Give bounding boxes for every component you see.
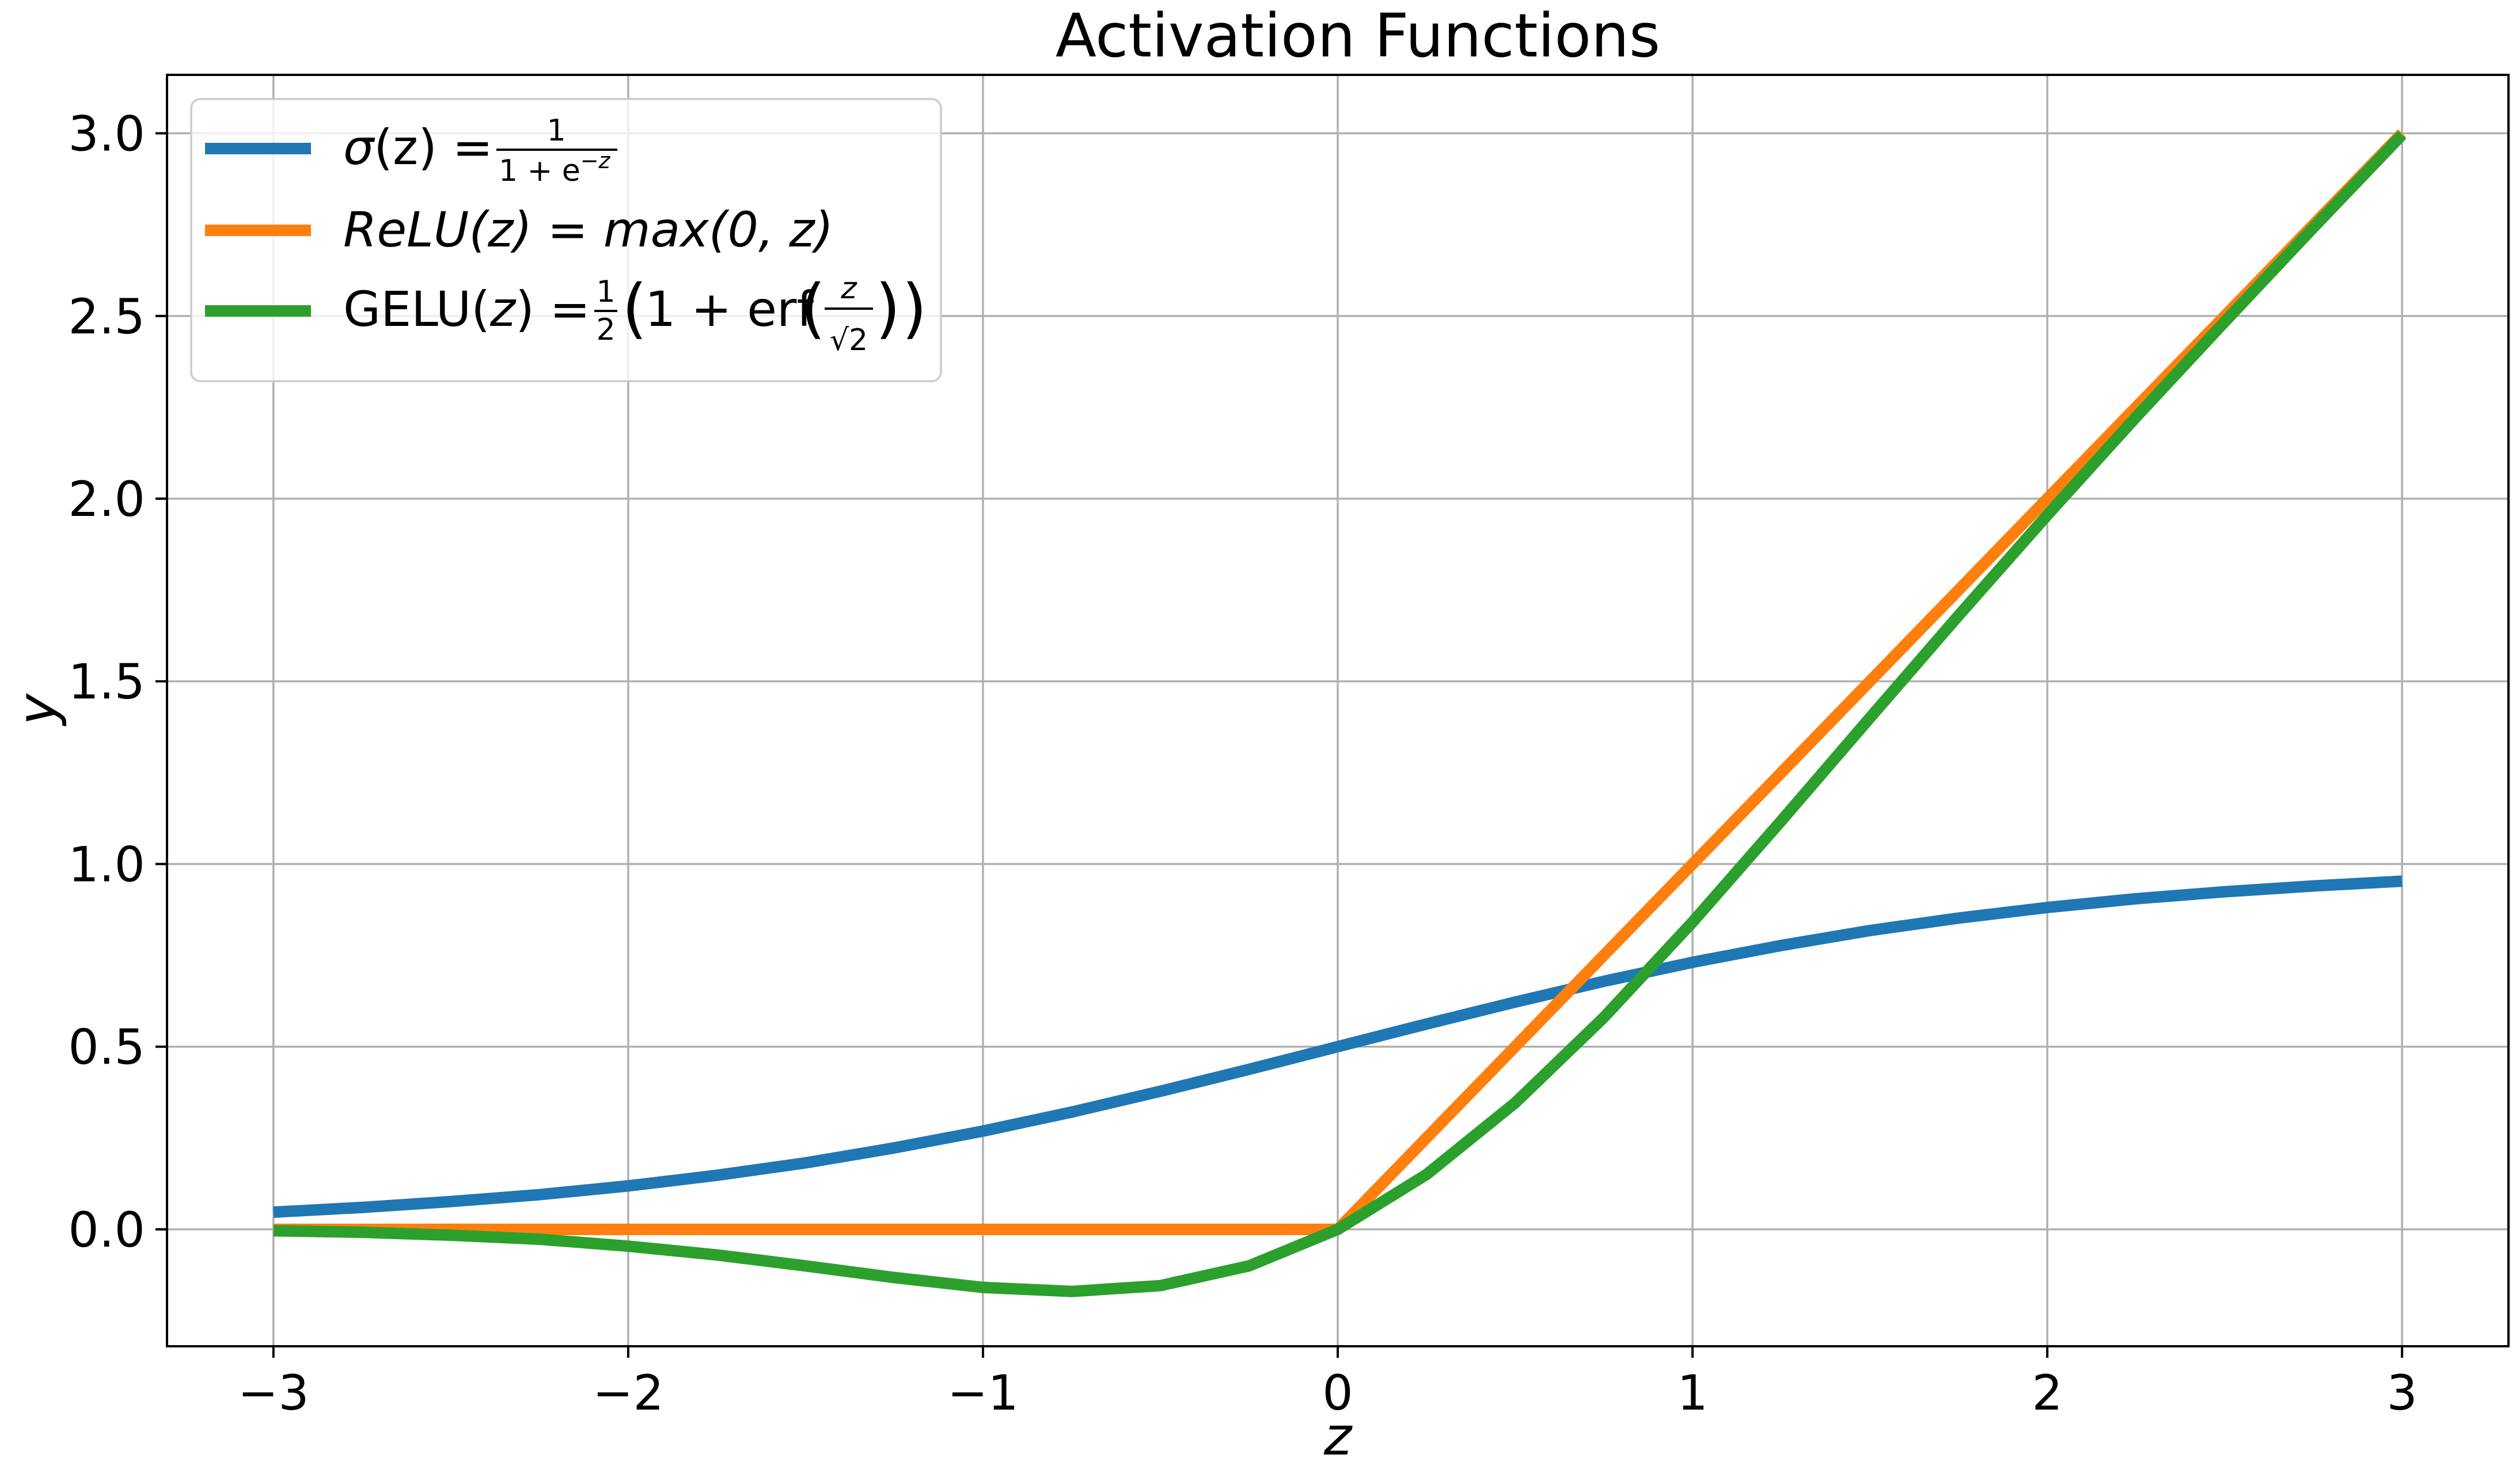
axis-ticks: −3 −2 −1 0 1 2 3 0.0 0.5 1.0 1.5 2.0 2.5 3.0	[68, 106, 2417, 1421]
sigmoid-numerator: 1	[546, 113, 566, 148]
y-tick-label: 0.5	[68, 1019, 145, 1076]
gelu-inner-open-paren: (	[800, 271, 826, 346]
x-tick-label: 2	[2032, 1365, 2062, 1421]
series-line-gelu	[273, 131, 2407, 1297]
x-tick-label: −1	[947, 1365, 1019, 1421]
gelu-open-paren: (	[622, 271, 647, 346]
y-tick-label: 0.0	[68, 1202, 145, 1258]
x-tick-label: 1	[1677, 1365, 1707, 1421]
gelu-half-numerator: 1	[596, 275, 615, 309]
series-line-sigmoid	[273, 875, 2403, 1218]
legend-label-sigmoid: σ(z) =	[343, 119, 493, 176]
legend-box	[190, 98, 942, 382]
y-tick-label: 1.5	[68, 654, 145, 710]
sigmoid-args: (z) =	[374, 119, 493, 176]
x-tick-label: 3	[2386, 1365, 2417, 1421]
chart-title: Activation Functions	[1056, 1, 1660, 71]
data-series	[273, 129, 2407, 1297]
legend: σ(z) = 1 1 + e−z ReLU(z) = max(0, z) GEL…	[190, 98, 942, 382]
gelu-half-denominator: 2	[596, 313, 615, 347]
gelu-body: 1 + erf	[645, 281, 815, 337]
gelu-frac-numerator: z	[840, 271, 857, 306]
x-tick-label: 0	[1322, 1365, 1353, 1421]
sigmoid-symbol: σ	[343, 119, 375, 176]
x-tick-label: −3	[238, 1365, 309, 1421]
y-axis-label: y	[6, 693, 68, 727]
gelu-frac-denominator: √2	[830, 323, 868, 358]
y-tick-label: 1.0	[68, 836, 145, 893]
y-tick-label: 2.0	[68, 471, 145, 527]
x-tick-label: −2	[593, 1365, 664, 1421]
gelu-inner-close-paren: )	[875, 271, 901, 346]
legend-label-relu: ReLU(z) = max(0, z)	[343, 202, 833, 258]
y-tick-label: 2.5	[68, 288, 145, 345]
y-tick-label: 3.0	[68, 106, 145, 162]
gelu-close-paren: )	[902, 271, 927, 346]
legend-label-gelu: GELU(z) =	[343, 281, 590, 337]
sigmoid-denominator: 1 + e−z	[499, 148, 611, 188]
x-axis-label: z	[1323, 1406, 1353, 1467]
